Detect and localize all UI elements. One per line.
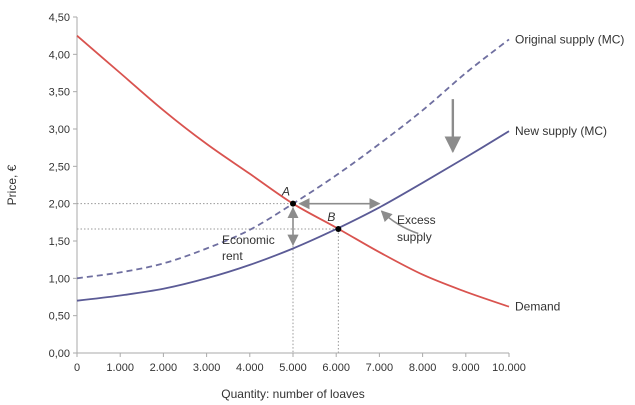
series-line-demand [76, 35, 510, 308]
series-line-new-supply-mc [76, 130, 510, 302]
y-tick-label: 4,00 [49, 49, 70, 61]
point-b-label: B [327, 210, 335, 224]
y-tick-label: 3,00 [49, 124, 70, 136]
x-axis-title: Quantity: number of loaves [221, 387, 364, 401]
axes-layer: 0,00 0,50 1,00 1,50 2,00 2,50 3,00 3,50 4,00 4,50… [49, 12, 526, 374]
series-label-new-supply-mc: New supply (MC) [515, 124, 607, 138]
points-layer: AB [281, 185, 342, 233]
series-label-demand: Demand [515, 300, 560, 314]
series-label-original-supply-mc: Original supply (MC) [515, 32, 624, 46]
x-tick-label: 7.000 [366, 362, 394, 374]
y-tick-label: 0,00 [49, 348, 70, 360]
y-tick-label: 3,50 [49, 87, 70, 99]
point-a-marker [290, 200, 296, 207]
y-tick-label: 4,50 [49, 12, 70, 24]
y-tick-label: 0,50 [49, 311, 70, 323]
point-a-label: A [281, 185, 290, 199]
y-tick-label: 2,00 [49, 199, 70, 211]
point-b-marker [335, 226, 342, 233]
economic-rent-label-line-1: Economic [222, 233, 275, 247]
x-tick-label: 0 [74, 362, 80, 374]
x-tick-label: 8.000 [409, 362, 437, 374]
y-tick-label: 2,50 [49, 161, 70, 173]
y-tick-label: 1,50 [49, 236, 70, 248]
x-tick-label: 3.000 [193, 362, 221, 374]
y-axis-title: Price, € [5, 164, 19, 205]
x-tick-label: 6.000 [322, 362, 350, 374]
series-layer: Demand Original supply (MC) New supply (MC… [76, 32, 624, 314]
economic-rent-label-line-2: rent [222, 249, 243, 263]
y-tick-label: 1,00 [49, 273, 70, 285]
x-tick-label: 10.000 [492, 362, 526, 374]
excess-supply-label-line-2: supply [397, 230, 432, 244]
x-tick-label: 9.000 [452, 362, 480, 374]
x-tick-label: 5.000 [279, 362, 307, 374]
arrows-layer [287, 99, 462, 246]
excess-supply-pointer [380, 210, 419, 235]
x-tick-label: 4.000 [236, 362, 264, 374]
x-tick-label: 1.000 [106, 362, 134, 374]
excess-supply-label-line-1: Excess [397, 213, 436, 227]
x-tick-label: 2.000 [150, 362, 178, 374]
